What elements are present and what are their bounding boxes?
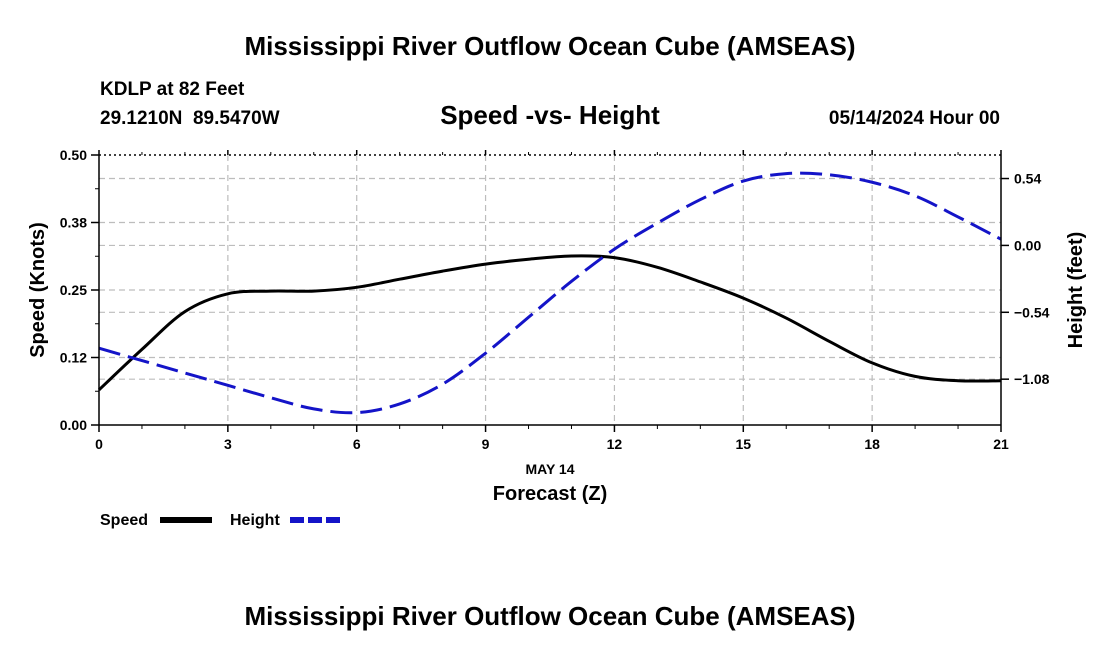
x-tick-label-6: 6 xyxy=(353,436,361,452)
series-layer xyxy=(97,171,1002,415)
y-left-tick-label-2: 0.25 xyxy=(60,282,87,298)
y-axis-right-label: Height (feet) xyxy=(1065,232,1087,349)
x-tick-label-18: 18 xyxy=(864,436,880,452)
datetime-label: 05/14/2024 Hour 00 xyxy=(829,108,1000,129)
y-right-tick-label-2: −0.54 xyxy=(1014,304,1050,320)
x-axis-date-label: MAY 14 xyxy=(525,461,574,477)
x-tick-label-21: 21 xyxy=(993,436,1009,452)
grid xyxy=(99,155,1001,425)
series-line-speed xyxy=(97,254,1002,391)
location-label: 29.1210N 89.5470W xyxy=(100,108,280,129)
y-right-tick-label-1: 0.00 xyxy=(1014,237,1041,253)
y-left-tick-label-3: 0.38 xyxy=(60,215,87,231)
footer-title: Mississippi River Outflow Ocean Cube (AM… xyxy=(244,601,855,631)
x-tick-label-0: 0 xyxy=(95,436,103,452)
x-tick-label-12: 12 xyxy=(607,436,623,452)
chart-title: Mississippi River Outflow Ocean Cube (AM… xyxy=(244,31,855,61)
y-right-tick-label-3: −1.08 xyxy=(1014,371,1050,387)
legend: Speed Height xyxy=(100,512,342,529)
x-tick-label-15: 15 xyxy=(735,436,751,452)
y-axis-left-label: Speed (Knots) xyxy=(27,222,49,358)
y-right-tick-label-0: 0.54 xyxy=(1014,171,1041,187)
legend-label-height: Height xyxy=(230,512,280,529)
x-tick-label-3: 3 xyxy=(224,436,232,452)
station-label: KDLP at 82 Feet xyxy=(100,79,245,100)
y-left-tick-label-0: 0.00 xyxy=(60,417,87,433)
axes: 0 3 6 9 12 15 18 21 0.00 0.12 0.25 0.38 0.50 0.54 0.00… xyxy=(60,147,1050,452)
y-left-tick-label-1: 0.12 xyxy=(60,350,87,366)
series-line-height xyxy=(98,171,1002,415)
x-axis-label: Forecast (Z) xyxy=(493,483,607,505)
chart-subtitle: Speed -vs- Height xyxy=(440,100,660,130)
y-left-tick-label-4: 0.50 xyxy=(60,147,87,163)
x-tick-label-9: 9 xyxy=(482,436,490,452)
legend-label-speed: Speed xyxy=(100,512,148,529)
